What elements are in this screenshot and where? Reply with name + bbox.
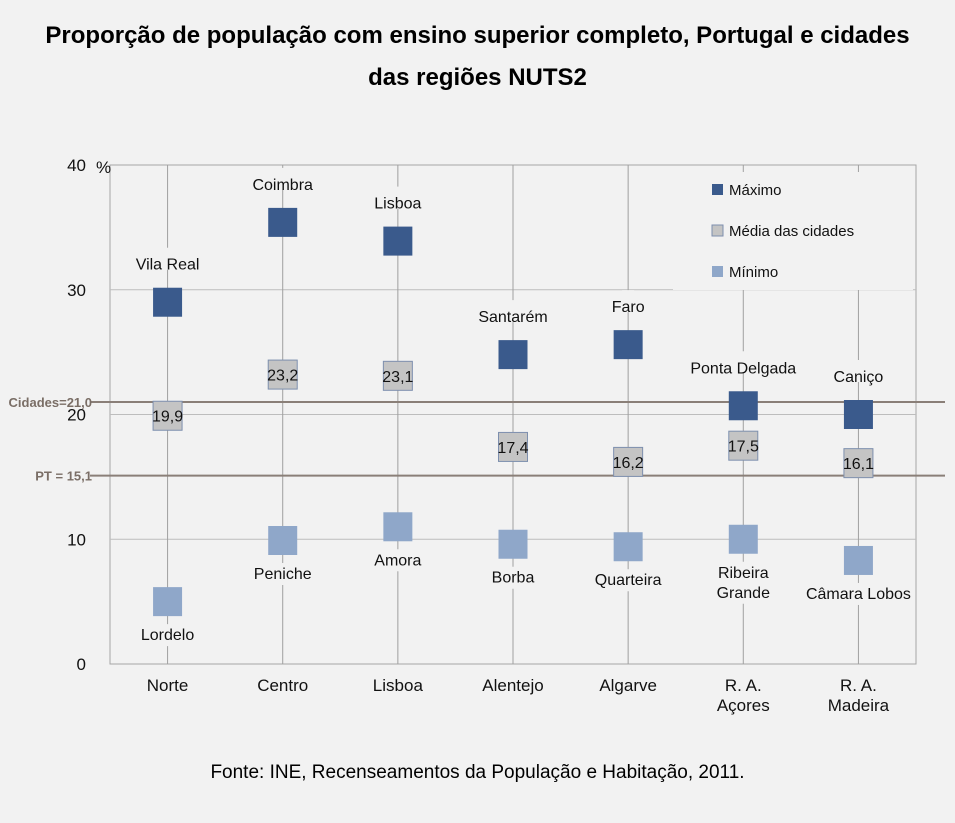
min-city-label: Quarteira (595, 572, 662, 589)
y-tick-label: 30 (67, 281, 86, 300)
avg-data-label: 17,4 (497, 440, 528, 457)
y-tick-label: 0 (77, 655, 86, 674)
avg-marker (152, 400, 183, 431)
legend-label-avg: Média das cidades (729, 223, 854, 240)
avg-data-label: 19,9 (152, 409, 183, 426)
max-marker (843, 400, 873, 429)
label-mask (276, 562, 289, 585)
label-mask (852, 360, 865, 382)
max-city-label: Caniço (834, 369, 884, 386)
legend-label-min: Mínimo (729, 264, 778, 281)
x-tick-label: Centro (257, 676, 308, 695)
avg-data-label: 17,5 (728, 439, 759, 456)
avg-data-label: 23,1 (382, 369, 413, 386)
x-tick-label: Açores (717, 696, 770, 715)
avg-data-label: 23,2 (267, 368, 298, 385)
min-marker (153, 587, 183, 617)
avg-marker (382, 360, 413, 391)
x-tick-label: Lisboa (373, 676, 424, 695)
chart-title-line-2: das regiões NUTS2 (368, 64, 587, 91)
avg-marker (613, 446, 644, 477)
avg-marker (843, 448, 874, 479)
label-mask (622, 290, 635, 313)
label-mask (852, 582, 865, 605)
label-mask (161, 624, 174, 647)
avg-marker (728, 430, 759, 461)
label-mask (737, 351, 750, 374)
legend-swatch-min (712, 266, 723, 277)
label-mask (507, 566, 519, 589)
max-marker (383, 226, 413, 256)
max-city-label: Lisboa (374, 196, 421, 213)
label-mask (622, 569, 635, 592)
avg-data-label: 16,2 (613, 455, 644, 472)
y-tick-label: 40 (67, 156, 86, 175)
x-tick-label: Madeira (828, 696, 890, 715)
min-marker (613, 532, 643, 562)
x-tick-label: R. A. (840, 676, 877, 695)
max-marker (613, 330, 643, 360)
legend-label-max: Máximo (729, 182, 782, 199)
chart-title-line-1: Proporção de população com ensino superi… (45, 22, 910, 49)
avg-data-label: 16,1 (843, 456, 874, 473)
max-marker (498, 340, 528, 370)
legend-swatch-avg (711, 224, 724, 237)
x-tick-label: Norte (147, 676, 189, 695)
y-axis-unit-label: % (96, 158, 111, 177)
min-marker (383, 512, 413, 542)
x-tick-label: R. A. (725, 676, 762, 695)
min-marker (843, 545, 873, 575)
x-tick-label: Alentejo (482, 676, 543, 695)
max-city-label: Faro (612, 299, 645, 316)
max-city-label: Coimbra (252, 177, 313, 194)
max-marker (153, 287, 183, 317)
min-city-label: Peniche (254, 566, 312, 583)
min-city-label: Ribeira (718, 565, 769, 582)
max-marker (728, 391, 758, 421)
label-mask (276, 167, 289, 190)
source-note: Fonte: INE, Recenseamentos da População … (210, 762, 745, 783)
min-marker (728, 524, 758, 554)
y-tick-label: 20 (67, 406, 86, 425)
max-city-label: Santarém (478, 309, 547, 326)
min-city-label: Lordelo (141, 627, 194, 644)
label-mask (391, 186, 404, 209)
min-city-label: Câmara Lobos (806, 586, 911, 603)
avg-marker (267, 359, 298, 390)
reference-line-label: PT = 15,1 (35, 469, 92, 484)
max-marker (268, 207, 298, 237)
legend-swatch-max (712, 184, 723, 195)
label-mask (161, 247, 174, 270)
reference-line-label: Cidades=21,0 (9, 395, 92, 410)
label-mask (737, 561, 750, 604)
min-marker (268, 525, 298, 555)
x-tick-label: Algarve (599, 676, 657, 695)
min-city-label: Amora (374, 552, 421, 569)
avg-marker (498, 431, 528, 462)
max-city-label: Ponta Delgada (690, 360, 796, 377)
min-city-label: Borba (492, 570, 535, 587)
min-marker (498, 529, 528, 559)
y-tick-label: 10 (67, 530, 86, 549)
max-city-label: Vila Real (136, 257, 200, 274)
label-mask (507, 300, 519, 323)
min-city-label: Grande (717, 585, 770, 602)
label-mask (391, 549, 404, 572)
